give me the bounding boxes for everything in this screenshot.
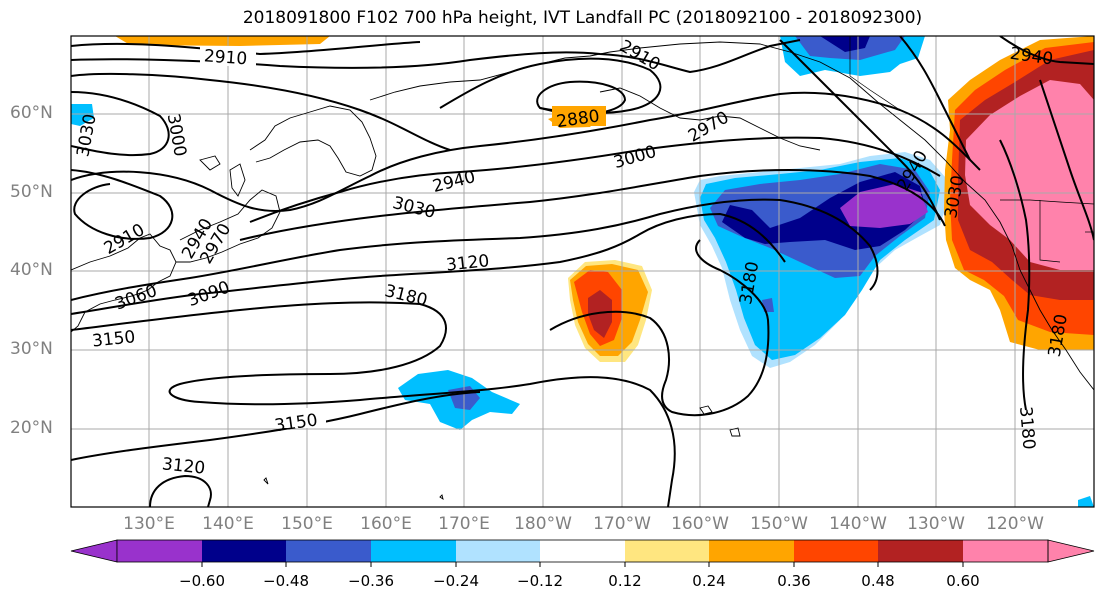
shade-cyan-small: [762, 298, 774, 312]
lon-label: 140°E: [202, 514, 254, 534]
colorbar-tick-label: −0.24: [433, 572, 479, 590]
contour-label: 3180: [383, 281, 430, 311]
colorbar-extend-max: [1047, 539, 1095, 563]
colorbar-segment: [456, 540, 540, 562]
colorbar-tick-label: −0.60: [179, 572, 225, 590]
shade-cyan-se: [1078, 496, 1094, 507]
colorbar-tick-label: −0.12: [517, 572, 563, 590]
shade-pink-east: [965, 80, 1094, 270]
colorbar-segment: [794, 540, 878, 562]
colorbar-tick-label: −0.36: [348, 572, 394, 590]
contour-label: 3150: [91, 327, 136, 351]
colorbar-segment: [963, 540, 1048, 562]
shade-cyan-nw: [71, 104, 94, 126]
shade-orange-top: [115, 36, 330, 46]
lon-label: 150°W: [750, 514, 808, 534]
lat-label: 60°N: [10, 103, 53, 123]
contour-label: 3000: [163, 112, 190, 158]
shade-darkred-cpac: [588, 290, 612, 338]
lon-label: 160°W: [671, 514, 729, 534]
lat-label: 40°N: [10, 260, 53, 280]
colorbar-segment: [286, 540, 371, 562]
colorbar-segment: [878, 540, 963, 562]
shade-purple-central: [840, 184, 928, 228]
lon-label: 170°W: [593, 514, 651, 534]
lat-label: 20°N: [10, 418, 53, 438]
grid: [71, 36, 1094, 507]
colorbar-segment: [117, 540, 202, 562]
contour-label: 2940: [431, 167, 478, 197]
colorbar-segment: [371, 540, 456, 562]
map-frame: [70, 35, 1095, 508]
colorbar-tick-label: 0.60: [946, 572, 980, 590]
lon-label: 140°W: [829, 514, 887, 534]
lon-label: 130°W: [907, 514, 965, 534]
colorbar-extend-min: [70, 539, 118, 563]
contour-label: 3180: [1015, 406, 1039, 451]
map-title: 2018091800 F102 700 hPa height, IVT Land…: [242, 8, 923, 28]
colorbar-segment: [709, 540, 794, 562]
lat-label: 50°N: [10, 182, 53, 202]
colorbar: [70, 539, 1095, 567]
lon-label: 160°E: [360, 514, 412, 534]
contour-label: 2910: [203, 46, 248, 69]
colorbar-tick-label: 0.48: [861, 572, 895, 590]
colorbar-tick-label: −0.48: [263, 572, 309, 590]
colorbar-segment: [202, 540, 286, 562]
colorbar-tick-label: 0.36: [777, 572, 811, 590]
borders: [849, 36, 1094, 263]
lon-label: 170°E: [438, 514, 490, 534]
contour-labels: 2910 2880 2910 3000 3030 2970 2940 3000 …: [73, 36, 1071, 478]
colorbar-segment: [540, 540, 625, 562]
colorbar-segment: [625, 540, 709, 562]
lon-label: 120°W: [986, 514, 1044, 534]
contour-label: 2910: [101, 220, 148, 259]
contour-label: 3000: [612, 142, 659, 173]
colorbar-tick-label: 0.24: [692, 572, 726, 590]
contour-label: 2910: [616, 36, 663, 75]
lon-label: 180°W: [514, 514, 572, 534]
lon-label: 130°E: [123, 514, 175, 534]
lat-label: 30°N: [10, 339, 53, 359]
contour-label: 3090: [185, 278, 232, 312]
contour-label: 3030: [391, 193, 438, 223]
colorbar-tick-label: 0.12: [608, 572, 642, 590]
contour-label: 3120: [445, 251, 490, 275]
lon-label: 150°E: [281, 514, 333, 534]
contour-label: 3120: [161, 454, 206, 478]
